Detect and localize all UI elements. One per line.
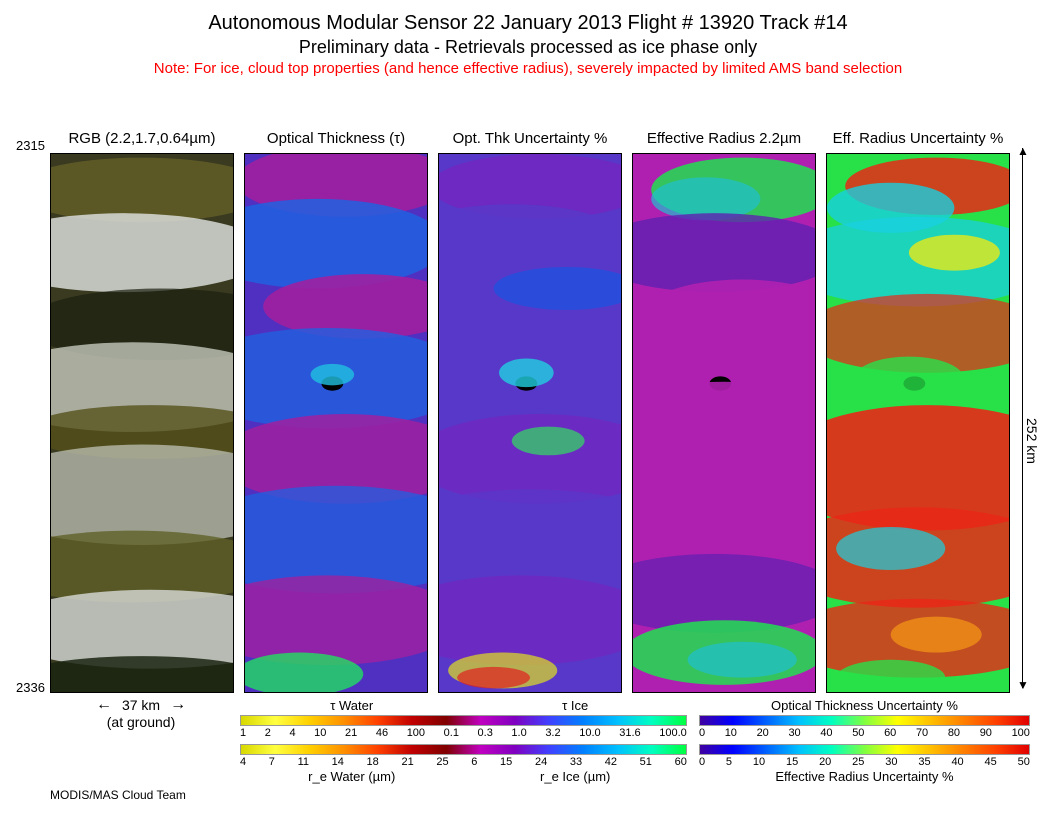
cb-tick: 25: [436, 756, 448, 768]
arrow-left-icon: ←: [96, 696, 112, 714]
cb-tick: 60: [675, 756, 687, 768]
y-tick-top: 2315: [16, 138, 45, 153]
cb-re-bar: [240, 744, 687, 755]
arrow-down-icon: ▼: [1017, 678, 1029, 692]
page-subtitle: Preliminary data - Retrievals processed …: [0, 37, 1056, 58]
cb-tick: 15: [500, 756, 512, 768]
cb-re-unc-bar: [699, 744, 1030, 755]
cb-tau-water-title: τ Water: [240, 698, 463, 713]
panel-image-tau: [244, 153, 428, 693]
panel-image-reff: [632, 153, 816, 693]
y-tick-bottom: 2336: [16, 680, 45, 695]
panel-title-tau-unc: Opt. Thk Uncertainty %: [453, 130, 608, 147]
cb-tau-bar: [240, 715, 687, 726]
cb-tick: 24: [535, 756, 547, 768]
cb-tick: 100: [407, 727, 425, 739]
panel-tau: Optical Thickness (τ): [244, 130, 428, 700]
cb-tick: 4: [289, 727, 295, 739]
cb-tick: 10.0: [579, 727, 600, 739]
cb-re-unc-ticks: 0 5 10 15 20 25 30 35 40 45 50: [699, 756, 1030, 768]
cb-tick: 5: [726, 756, 732, 768]
cb-tick: 30: [788, 727, 800, 739]
cb-re-unc-label: Effective Radius Uncertainty %: [699, 769, 1030, 784]
cb-tick: 11: [298, 756, 309, 768]
page-note: Note: For ice, cloud top properties (and…: [0, 60, 1056, 77]
page-title: Autonomous Modular Sensor 22 January 201…: [0, 12, 1056, 35]
cb-tick: 0: [699, 756, 705, 768]
cb-tick: 10: [725, 727, 737, 739]
cb-re-ticks: 4 7 11 14 18 21 25 6 15 24 33 42 51 60: [240, 756, 687, 768]
panel-reff: Effective Radius 2.2µm: [632, 130, 816, 700]
cb-tick: 20: [757, 727, 769, 739]
colorbar-re-unc: 0 5 10 15 20 25 30 35 40 45 50 Effective Radius Un…: [699, 744, 1030, 786]
cb-tick: 7: [269, 756, 275, 768]
cb-tick: 2: [265, 727, 271, 739]
colorbar-tau: τ Water τ Ice 1 2 4 10 21 46 100 0.1 0.3 1.0 3.2 10…: [240, 698, 687, 740]
cb-tick: 100.0: [659, 727, 687, 739]
panel-image-reff-unc: [826, 153, 1010, 693]
panel-title-rgb: RGB (2.2,1.7,0.64µm): [68, 130, 215, 147]
cb-tick: 6: [471, 756, 477, 768]
cb-tick: 0.1: [444, 727, 459, 739]
cb-tick: 10: [314, 727, 326, 739]
cb-tick: 10: [753, 756, 765, 768]
cb-tick: 1.0: [511, 727, 526, 739]
cb-tick: 21: [345, 727, 357, 739]
panel-reff-unc: Eff. Radius Uncertainty %: [826, 130, 1010, 700]
cb-tau-ticks: 1 2 4 10 21 46 100 0.1 0.3 1.0 3.2 10.0 31.6 100.0: [240, 727, 687, 739]
cb-tick: 4: [240, 756, 246, 768]
cb-tick: 1: [240, 727, 246, 739]
cb-tick: 60: [884, 727, 896, 739]
cb-tick: 35: [918, 756, 930, 768]
cb-tick: 31.6: [619, 727, 640, 739]
cb-tick: 45: [985, 756, 997, 768]
cb-tick: 0.3: [478, 727, 493, 739]
cb-tick: 50: [1018, 756, 1030, 768]
cb-tick: 14: [332, 756, 344, 768]
cb-tau-ice-title: τ Ice: [463, 698, 686, 713]
cb-tick: 42: [605, 756, 617, 768]
cb-tick: 90: [980, 727, 992, 739]
panel-image-rgb: [50, 153, 234, 693]
panel-rgb: RGB (2.2,1.7,0.64µm): [50, 130, 234, 700]
right-scale-label: 252 km: [1024, 418, 1040, 464]
panel-image-tau-unc: [438, 153, 622, 693]
cb-re-water-label: r_e Water (µm): [240, 769, 463, 784]
arrow-right-icon: →: [170, 696, 186, 714]
cb-tick: 50: [852, 727, 864, 739]
cb-tick: 33: [570, 756, 582, 768]
panel-title-reff-unc: Eff. Radius Uncertainty %: [833, 130, 1004, 147]
cb-tau-unc-ticks: 0 10 20 30 40 50 60 70 80 90 100: [699, 727, 1030, 739]
cb-re-ice-label: r_e Ice (µm): [463, 769, 686, 784]
cb-tick: 100: [1012, 727, 1030, 739]
cb-tick: 46: [376, 727, 388, 739]
cb-tick: 21: [401, 756, 413, 768]
right-scale: ▲ ▼ 252 km: [1010, 148, 1050, 688]
colorbars: τ Water τ Ice 1241021461000.10.31.03.210…: [240, 698, 1030, 790]
colorbar-re: 4 7 11 14 18 21 25 6 15 24 33 42 51 60 r_e Water (µm)…: [240, 744, 687, 786]
width-scale: ← 37 km → (at ground): [44, 696, 238, 730]
colorbar-tau-unc: Optical Thickness Uncertainty % 0 10 20 30 4…: [699, 698, 1030, 740]
cb-tau-unc-title: Optical Thickness Uncertainty %: [699, 698, 1030, 713]
cb-tick: 51: [640, 756, 652, 768]
footer-credit: MODIS/MAS Cloud Team: [50, 788, 186, 802]
cb-tick: 40: [820, 727, 832, 739]
cb-tick: 15: [786, 756, 798, 768]
width-scale-sublabel: (at ground): [44, 714, 238, 730]
panel-title-tau: Optical Thickness (τ): [267, 130, 405, 147]
cb-tick: 0: [699, 727, 705, 739]
panel-title-reff: Effective Radius 2.2µm: [647, 130, 801, 147]
cb-tick: 20: [819, 756, 831, 768]
cb-tick: 80: [948, 727, 960, 739]
cb-tick: 18: [367, 756, 379, 768]
cb-tick: 30: [885, 756, 897, 768]
cb-tick: 3.2: [545, 727, 560, 739]
width-scale-label: 37 km: [116, 697, 166, 713]
cb-tick: 70: [916, 727, 928, 739]
cb-tau-unc-bar: [699, 715, 1030, 726]
cb-tick: 25: [852, 756, 864, 768]
panels-area: RGB (2.2,1.7,0.64µm) Optical Thickness (…: [50, 130, 1010, 700]
panel-tau-unc: Opt. Thk Uncertainty %: [438, 130, 622, 700]
cb-tick: 40: [951, 756, 963, 768]
